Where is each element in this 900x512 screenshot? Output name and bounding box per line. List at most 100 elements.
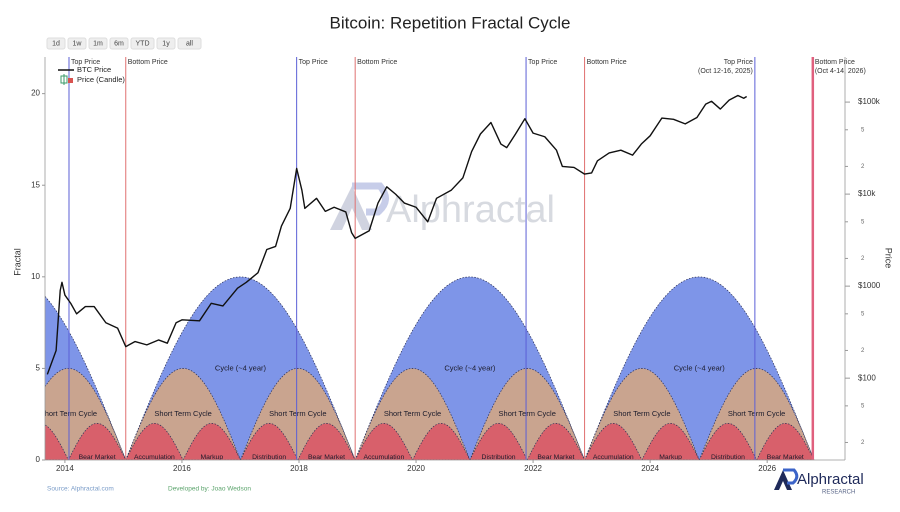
arch-label: Cycle (~4 year) (215, 363, 267, 372)
range-button[interactable] (109, 37, 129, 50)
fractal-arch (182, 423, 241, 460)
fractal-arch (354, 423, 413, 460)
brand-logo (783, 468, 799, 485)
fractal-arch (469, 423, 528, 460)
x-tick-label: 2022 (524, 464, 542, 473)
footer-source: Source: Alphractal.com (47, 486, 114, 493)
arch-label: Markup (200, 454, 223, 461)
x-tick-label: 2024 (641, 464, 659, 473)
plot-area: Cycle (~4 year) Cycle (~4 year) Cycle (~4 … (40, 57, 815, 461)
marker-label: Top Price (528, 59, 557, 66)
candle-icon (68, 78, 73, 83)
y-tick-label: 0 (36, 455, 41, 464)
arch-label: Accumulation (593, 454, 634, 461)
range-controls: 1d 1w 1m 6m YTD 1y all (46, 37, 202, 50)
x-tick-label: 2026 (758, 464, 776, 473)
arch-label: Bear Market (537, 454, 574, 461)
range-button-label[interactable]: 6m (114, 40, 124, 47)
fractal-arch (641, 423, 700, 460)
arch-label: Short Term Cycle (613, 409, 670, 418)
arch-label: Distribution (482, 454, 516, 461)
y-tick-label: 5 (36, 364, 41, 373)
watermark-text: Alphractal (386, 189, 555, 231)
marker-label: Bottom Price (815, 59, 855, 66)
arch-label: Distribution (252, 454, 286, 461)
x-tick-label: 2014 (56, 464, 74, 473)
fractal-arch (297, 423, 356, 460)
range-button-label[interactable]: 1d (52, 40, 60, 47)
arch-label: Markup (659, 454, 682, 461)
brand-sub: RESEARCH (822, 490, 855, 496)
arch-label: Short Term Cycle (269, 409, 326, 418)
y2-tick-label: 5 (861, 403, 865, 409)
legend: BTC Price Price (Candle) (58, 65, 125, 85)
y2-axis-title: Price (884, 248, 894, 269)
y-tick-label: 15 (31, 180, 40, 189)
range-button[interactable] (88, 37, 108, 50)
y2-tick-label: 2 (861, 348, 865, 354)
overlay: 0 5 10 15 20 2014 2016 2018 2020 2022 2024 2026 2 5 $1… (31, 59, 881, 473)
range-button[interactable] (130, 37, 155, 50)
marker-label: Bottom Price (587, 59, 627, 66)
x-tick-label: 2020 (407, 464, 425, 473)
arch-label: Distribution (711, 454, 745, 461)
range-button-label[interactable]: YTD (136, 40, 150, 47)
y-tick-label: 20 (31, 89, 40, 98)
range-button-label[interactable]: 1m (93, 40, 103, 47)
legend-swatch (60, 74, 73, 85)
range-button[interactable] (46, 37, 66, 50)
y2-tick-label: 2 (861, 256, 865, 262)
y2-tick-label: $100k (858, 97, 881, 106)
arch-label: Bear Market (767, 454, 804, 461)
fractal-arch (698, 423, 758, 460)
legend-label: Price (Candle) (77, 75, 125, 84)
y2-tick-label: 2 (861, 440, 865, 446)
fractal-arch (125, 423, 184, 460)
legend-label: BTC Price (77, 65, 111, 74)
watermark: Alphractal (330, 182, 555, 231)
chart-title: Bitcoin: Repetition Fractal Cycle (330, 13, 571, 32)
y2-tick-label: 5 (861, 219, 865, 225)
fractal-arch (240, 423, 299, 460)
arch-label: Short Term Cycle (154, 409, 211, 418)
arch-label: Accumulation (134, 454, 175, 461)
arch-label: Short Term Cycle (384, 409, 441, 418)
range-button-label[interactable]: 1w (73, 40, 83, 47)
arch-label: Accumulation (363, 454, 404, 461)
range-button[interactable] (177, 37, 202, 50)
footer-developer: Developed by: Joao Wedson (168, 486, 251, 493)
fractal-arch (45, 424, 69, 460)
range-button-label[interactable]: all (186, 40, 193, 47)
fractal-arch (68, 423, 127, 460)
x-tick-label: 2016 (173, 464, 191, 473)
marker-label: Bottom Price (357, 59, 397, 66)
arch-label: Bear Market (79, 454, 116, 461)
price-line (46, 94, 748, 375)
watermark-logo (330, 186, 372, 230)
arch-label: Bear Market (308, 454, 345, 461)
fractal-arch (756, 423, 815, 460)
marker-label: Top Price (71, 59, 100, 66)
brand-name: Alphractal (797, 471, 864, 488)
marker-label: Top Price (724, 59, 753, 66)
y2-tick-label: 5 (861, 127, 865, 133)
arch-label: Short Term Cycle (728, 409, 785, 418)
arch-label: Short Term Cycle (40, 409, 97, 418)
range-button[interactable] (156, 37, 176, 50)
arch-label: Cycle (~4 year) (674, 363, 726, 372)
fractal-arch (412, 423, 471, 460)
brand-logo (774, 470, 792, 490)
y-tick-label: 10 (31, 272, 40, 281)
fractal-arch (584, 423, 643, 460)
range-button-label[interactable]: 1y (162, 40, 170, 47)
marker-label: Bottom Price (128, 59, 168, 66)
fractal-arch (526, 423, 585, 460)
y2-tick-label: $100 (858, 373, 876, 382)
range-button[interactable] (67, 37, 87, 50)
y2-tick-label: 2 (861, 164, 865, 170)
arch-label: Short Term Cycle (499, 409, 556, 418)
marker-label: (Oct 12-16, 2025) (698, 68, 753, 75)
x-tick-label: 2018 (290, 464, 308, 473)
